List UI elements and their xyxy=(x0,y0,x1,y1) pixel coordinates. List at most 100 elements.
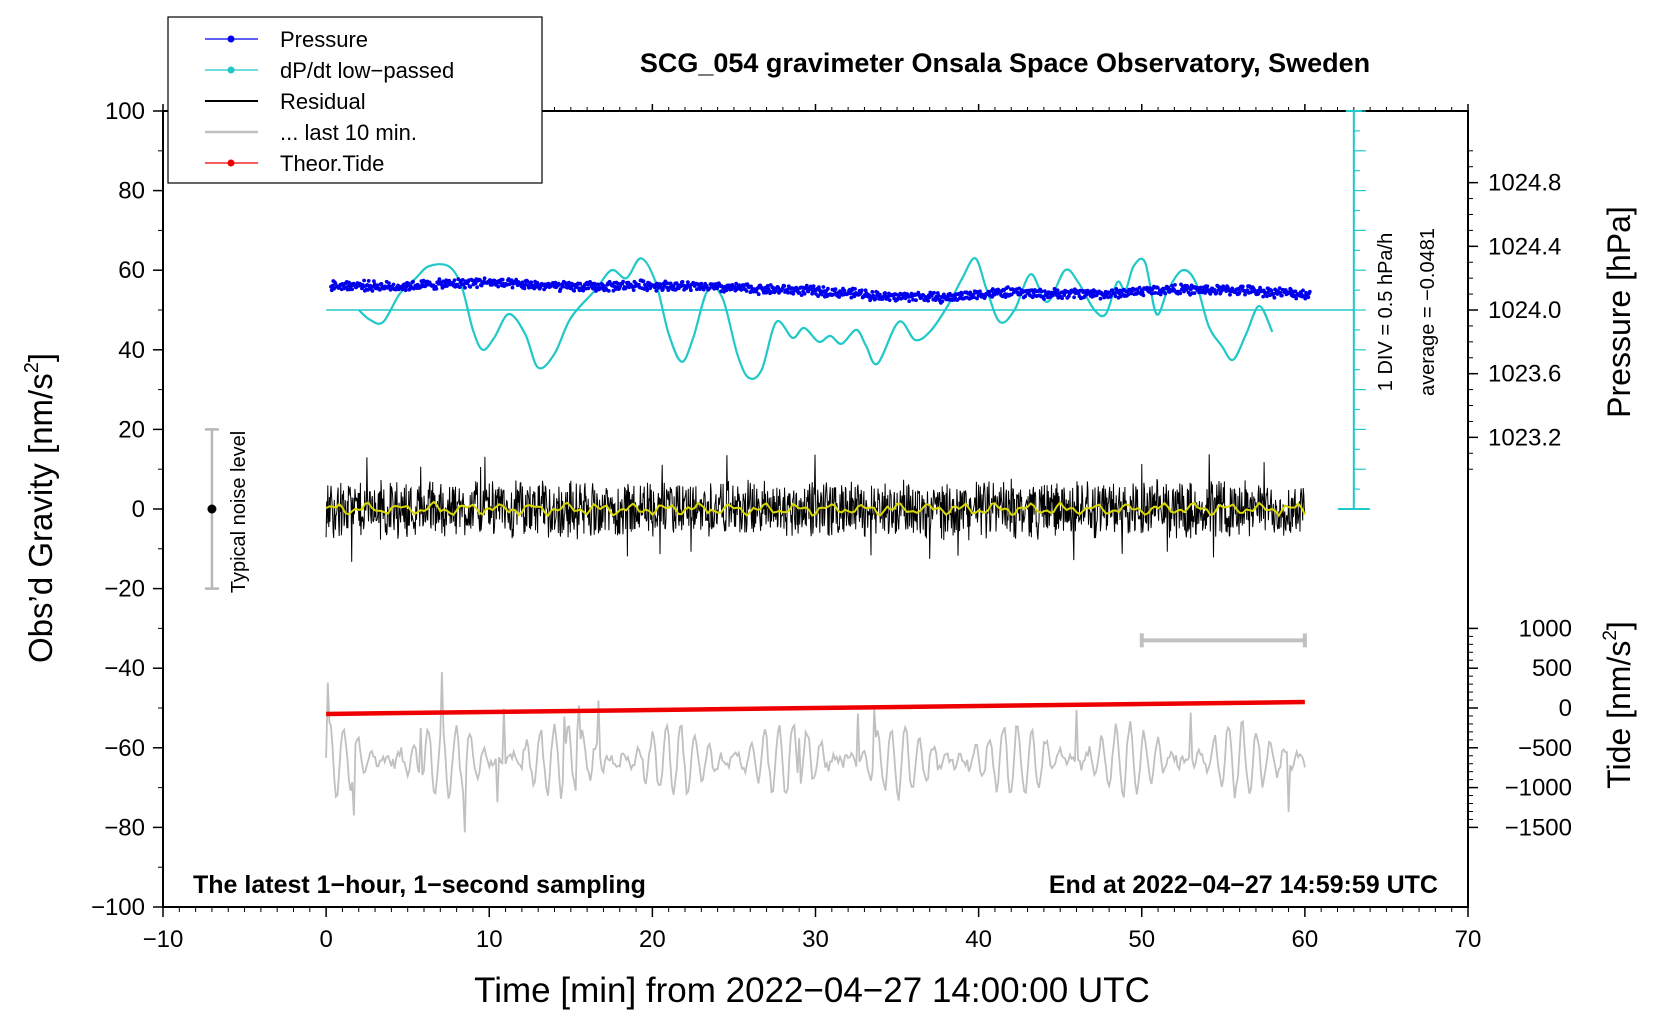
pressure-point xyxy=(799,293,804,297)
y-tick-label: 40 xyxy=(118,337,145,364)
pressure-point xyxy=(372,282,377,287)
pressure-point xyxy=(739,288,744,292)
y-axis-label-tide-sup: 2 xyxy=(1600,630,1621,641)
legend-entry-residual: Residual xyxy=(205,89,366,114)
pressure-point xyxy=(1265,294,1269,299)
pressure-point xyxy=(1153,291,1158,295)
y-tick-label: 0 xyxy=(132,496,145,523)
tide-tick-label: −500 xyxy=(1518,735,1572,762)
pressure-point xyxy=(514,277,519,282)
legend-marker-dpdt xyxy=(227,66,235,74)
pressure-point xyxy=(1301,288,1305,293)
legend: Pressure dP/dt low−passed Residual ... l… xyxy=(167,16,543,184)
pressure-point xyxy=(445,284,449,288)
pressure-point xyxy=(802,291,807,296)
x-tick-label: 30 xyxy=(802,926,829,953)
pressure-point xyxy=(661,287,665,291)
pressure-point xyxy=(366,279,371,283)
pressure-point xyxy=(463,285,467,290)
y-axis-label-left-text: Obs’d Gravity [nm/s xyxy=(22,373,59,663)
pressure-point xyxy=(641,279,646,284)
pressure-point xyxy=(804,283,809,288)
tide-tick-label: 1000 xyxy=(1519,615,1572,642)
legend-label-last10: ... last 10 min. xyxy=(280,120,417,145)
pressure-point xyxy=(1293,289,1298,294)
pressure-point xyxy=(698,287,702,291)
pressure-point xyxy=(754,289,759,294)
legend-entry-last10: ... last 10 min. xyxy=(205,120,417,145)
pressure-point xyxy=(1113,294,1118,299)
pressure-point xyxy=(606,289,611,293)
pressure-point xyxy=(1055,288,1060,293)
pressure-point xyxy=(1261,294,1265,299)
pressure-point xyxy=(1214,291,1219,295)
pressure-point xyxy=(578,281,583,286)
pressure-point xyxy=(372,279,376,283)
pressure-point xyxy=(811,284,816,289)
pressure-point xyxy=(592,281,597,286)
y-tick-label: 20 xyxy=(118,416,145,443)
legend-entry-pressure: Pressure xyxy=(205,27,368,52)
pressure-point xyxy=(1141,293,1146,298)
pressure-point xyxy=(596,282,601,287)
pressure-point xyxy=(1155,285,1160,290)
x-tick-label: 50 xyxy=(1128,926,1155,953)
pressure-point xyxy=(769,290,774,295)
pressure-point xyxy=(786,290,790,295)
pressure-point xyxy=(500,277,505,282)
pressure-point xyxy=(645,288,650,293)
div-label: 1 DIV = 0.5 hPa/h xyxy=(1375,233,1397,391)
noise-level-label: Typical noise level xyxy=(228,431,250,593)
x-tick-label: 40 xyxy=(965,926,992,953)
pressure-point xyxy=(1277,286,1282,291)
pressure-point xyxy=(734,281,738,286)
y-tick-label: −80 xyxy=(104,814,145,841)
pressure-point xyxy=(1307,289,1312,294)
pressure-point xyxy=(744,289,749,293)
pressure-point xyxy=(1203,291,1207,295)
y-axis-label-pressure: Pressure [hPa] xyxy=(1601,206,1637,418)
pressure-point xyxy=(1289,287,1293,292)
pressure-point xyxy=(375,283,380,288)
pressure-point xyxy=(1170,283,1174,288)
pressure-point xyxy=(833,287,838,291)
pressure-point xyxy=(975,296,979,301)
pressure-point xyxy=(527,285,531,290)
tide-tick-label: 0 xyxy=(1559,695,1572,722)
pressure-point xyxy=(1198,285,1203,290)
annotation-bottom-left: The latest 1−hour, 1−second sampling xyxy=(193,871,646,899)
pressure-point xyxy=(370,289,375,293)
y-axis-label-tide: Tide [nm/s2] xyxy=(1600,621,1637,789)
pressure-point xyxy=(452,278,457,283)
pressure-point xyxy=(1039,289,1044,294)
legend-label-dpdt: dP/dt low−passed xyxy=(280,58,454,83)
pressure-point xyxy=(581,288,586,293)
residual-series-line xyxy=(325,454,1306,562)
pressure-point xyxy=(366,288,370,292)
pressure-point xyxy=(1163,291,1168,296)
pressure-point xyxy=(1098,296,1103,301)
pressure-point xyxy=(816,294,820,298)
pressure-tick-label: 1023.6 xyxy=(1488,361,1561,388)
y-axis-label-left-end: ] xyxy=(22,353,59,362)
pressure-point xyxy=(522,286,527,291)
pressure-tick-label: 1024.4 xyxy=(1488,233,1561,260)
pressure-point xyxy=(960,292,964,297)
pressure-point xyxy=(873,297,878,301)
legend-label-tide: Theor.Tide xyxy=(280,151,384,176)
pressure-point xyxy=(616,281,620,286)
pressure-point xyxy=(936,293,941,298)
pressure-point xyxy=(546,281,551,286)
pressure-point xyxy=(509,278,514,283)
pressure-point xyxy=(586,286,591,291)
pressure-point xyxy=(473,281,478,286)
pressure-point xyxy=(567,280,571,285)
pressure-point xyxy=(468,285,473,289)
pressure-point xyxy=(826,286,830,291)
pressure-point xyxy=(1213,288,1217,292)
pressure-tick-label: 1024.8 xyxy=(1488,170,1561,197)
pressure-point xyxy=(719,289,723,294)
tide-tick-label: −1500 xyxy=(1505,814,1572,841)
dpdt-series-line xyxy=(358,257,1274,380)
pressure-point xyxy=(821,285,826,289)
